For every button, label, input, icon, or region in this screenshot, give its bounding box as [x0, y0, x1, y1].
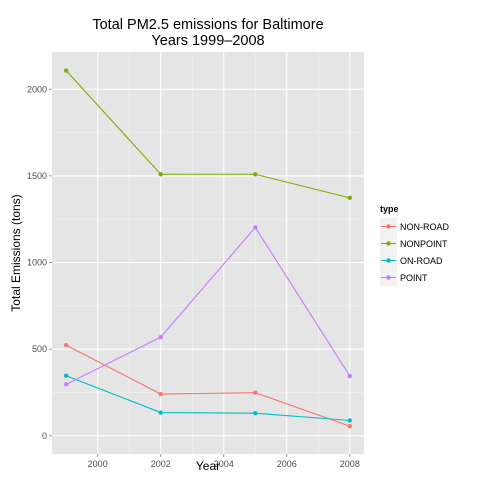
y-axis-title: Total Emissions (tons) — [9, 194, 23, 311]
legend-label-non-road: NON-ROAD — [400, 222, 449, 232]
y-tick-label: 2000 — [27, 84, 47, 94]
x-axis-title: Year — [196, 459, 220, 473]
series-points — [63, 68, 353, 429]
data-point-on-road — [347, 418, 353, 423]
legend: type NON-ROAD NONPOINT ON-ROAD POINT — [380, 204, 449, 286]
data-point-point — [63, 382, 69, 387]
legend-entries: NON-ROAD NONPOINT ON-ROAD POINT — [380, 218, 449, 286]
data-point-on-road — [158, 410, 163, 415]
y-tick-label: 1500 — [27, 171, 47, 181]
data-point-point — [253, 225, 258, 230]
legend-label-on-road: ON-ROAD — [400, 256, 443, 266]
data-point-non-road — [347, 423, 353, 429]
legend-key-point-non-road — [386, 224, 391, 229]
legend-label-point: POINT — [400, 273, 428, 283]
legend-title: type — [380, 204, 399, 214]
data-point-non-road — [158, 391, 163, 397]
data-point-nonpoint — [158, 172, 163, 177]
plot-panel — [52, 52, 364, 454]
data-point-point — [347, 373, 353, 379]
data-point-point — [158, 334, 163, 340]
series-line-point — [65, 226, 351, 385]
series-line-non-road — [65, 344, 351, 427]
data-point-nonpoint — [63, 68, 69, 73]
major-gridlines — [52, 52, 364, 454]
minor-gridlines — [52, 52, 364, 454]
data-point-on-road — [63, 373, 69, 378]
data-point-nonpoint — [253, 172, 258, 177]
series-line-on-road — [65, 375, 350, 422]
legend-key-point-point — [386, 275, 391, 280]
x-tick-label: 2006 — [277, 459, 297, 469]
x-tick-label: 2004 — [214, 459, 234, 469]
data-point-non-road — [253, 390, 258, 395]
data-point-nonpoint — [347, 195, 353, 201]
x-tick-label: 2002 — [151, 459, 171, 469]
legend-key-point-nonpoint — [386, 241, 391, 246]
data-point-on-road — [253, 411, 258, 416]
legend-label-nonpoint: NONPOINT — [400, 239, 448, 249]
x-tick-label: 2008 — [340, 459, 360, 469]
series-line-nonpoint — [65, 70, 350, 199]
y-tick-label: 0 — [42, 431, 47, 441]
chart-title: Total PM2.5 emissions for Baltimore — [92, 17, 323, 33]
chart-subtitle: Years 1999–2008 — [151, 33, 264, 49]
x-tick-label: 2000 — [88, 459, 108, 469]
x-axis: 2000 2002 2004 2006 2008 — [88, 454, 360, 469]
legend-key-point-on-road — [386, 258, 391, 263]
series-lines — [65, 70, 351, 427]
y-tick-label: 500 — [32, 344, 47, 354]
y-tick-label: 1000 — [27, 258, 47, 268]
data-point-non-road — [63, 343, 69, 348]
y-axis: 0 500 1000 1500 2000 — [27, 84, 52, 441]
